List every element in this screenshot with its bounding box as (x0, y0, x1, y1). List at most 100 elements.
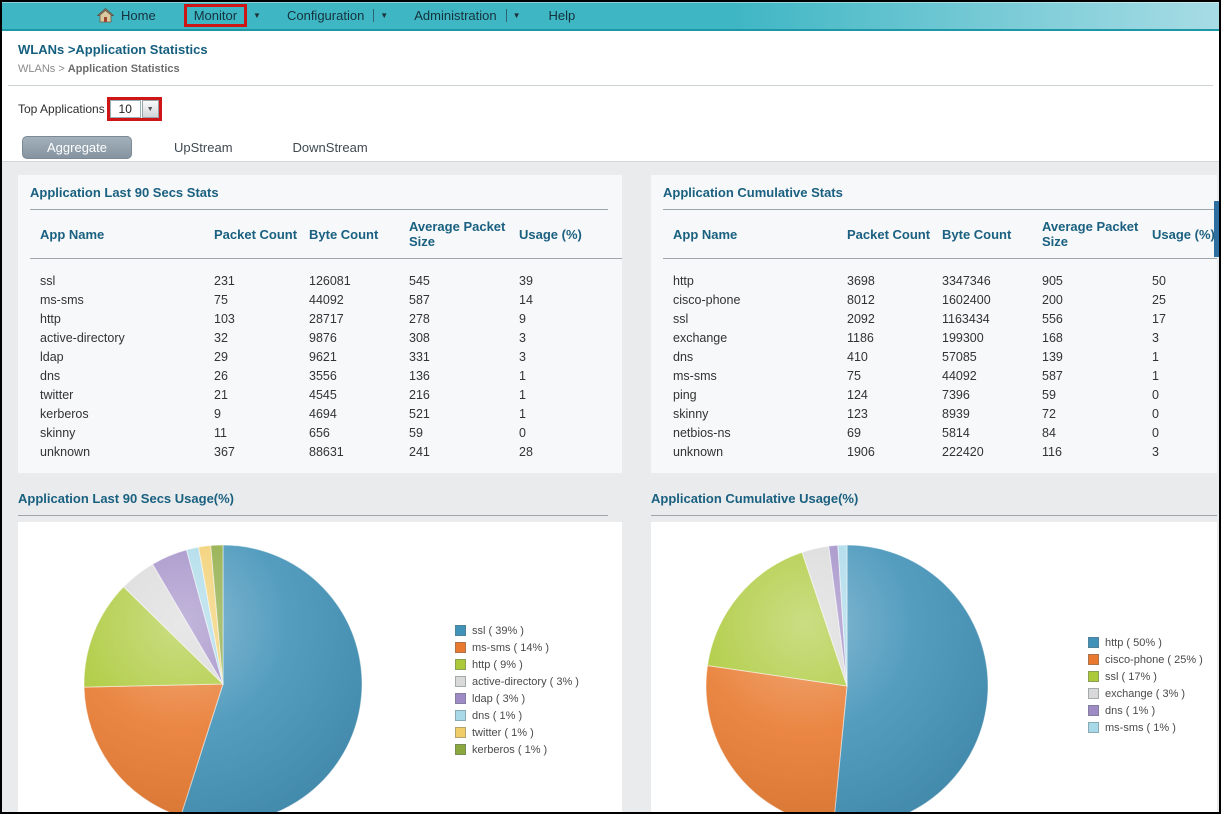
table-cell: 88631 (309, 444, 344, 459)
main-content: Application Last 90 Secs Stats App Name P… (2, 162, 1219, 812)
dropdown-arrow-button[interactable]: ▼ (141, 100, 159, 118)
table-cell: 44092 (942, 368, 977, 383)
table-row: ms-sms 75 44092 587 1 (663, 366, 1217, 385)
chevron-down-icon[interactable]: ▼ (253, 11, 261, 20)
table-cell: 25 (1152, 292, 1166, 307)
legend-label: ssl ( 17% ) (1105, 670, 1157, 683)
top-applications-annotation-box: 10 ▼ (106, 97, 162, 121)
table-row: twitter 21 4545 216 1 (30, 385, 622, 404)
table-cell: ssl (40, 273, 56, 288)
table-row: netbios-ns 69 5814 84 0 (663, 423, 1217, 442)
table-cell: 57085 (942, 349, 977, 364)
legend-item: http ( 9% ) (455, 656, 579, 673)
table-cell: 0 (519, 425, 526, 440)
legend-item: dns ( 1% ) (455, 707, 579, 724)
table-cell: 72 (1042, 406, 1056, 421)
table-cell: unknown (673, 444, 724, 459)
breadcrumb-prefix: WLANs > (18, 63, 65, 75)
table-cell: kerberos (40, 406, 89, 421)
column-header: Byte Count (309, 226, 379, 242)
table-cell: 21 (214, 387, 228, 402)
legend-swatch-icon (455, 710, 466, 721)
nav-item-help[interactable]: Help (549, 8, 576, 23)
legend-swatch-icon (1088, 722, 1099, 733)
table-cell: 59 (1042, 387, 1056, 402)
table-cell: dns (673, 349, 694, 364)
table-cell: 0 (1152, 406, 1159, 421)
table-cell: 521 (409, 406, 430, 421)
table-cell: 11 (214, 425, 227, 440)
table-cell: 29 (214, 349, 228, 364)
nav-label-help: Help (548, 8, 576, 23)
table-cell: 136 (409, 368, 430, 383)
table-cell: 103 (214, 311, 235, 326)
table-cell: 0 (1152, 387, 1159, 402)
table-cell: 231 (214, 273, 235, 288)
table-cell: ping (673, 387, 697, 402)
last-90-secs-usage-pie-chart (18, 522, 622, 812)
table-cell: 28 (519, 444, 533, 459)
table-cell: twitter (40, 387, 74, 402)
table-cell: 1 (1152, 368, 1159, 383)
header-divider (8, 85, 1213, 86)
table-cell: 32 (214, 330, 228, 345)
table-cell: 123 (847, 406, 868, 421)
home-icon (96, 8, 115, 23)
table-cell: 4694 (309, 406, 337, 421)
legend-swatch-icon (1088, 671, 1099, 682)
chevron-down-icon[interactable]: ▼ (380, 11, 389, 20)
cumulative-usage-pie-chart (651, 522, 1217, 812)
table-cell: 75 (214, 292, 228, 307)
tab-upstream[interactable]: UpStream (174, 140, 233, 155)
chevron-down-icon[interactable]: ▼ (512, 11, 521, 20)
top-applications-dropdown[interactable]: 10 (109, 100, 141, 118)
legend-label: ms-sms ( 1% ) (1105, 721, 1176, 734)
nav-item-home[interactable]: Home (96, 8, 156, 23)
tab-aggregate[interactable]: Aggregate (22, 136, 132, 159)
column-header: Average Packet Size (1042, 219, 1139, 249)
table-cell: 9876 (309, 330, 337, 345)
breadcrumb: WLANs > Application Statistics (18, 63, 1219, 75)
legend-item: dns ( 1% ) (1088, 702, 1203, 719)
legend-swatch-icon (455, 659, 466, 670)
table-cell: dns (40, 368, 61, 383)
legend-item: twitter ( 1% ) (455, 724, 579, 741)
table-row: ping 124 7396 59 0 (663, 385, 1217, 404)
legend-swatch-icon (455, 727, 466, 738)
table-cell: 126081 (309, 273, 351, 288)
table-cell: 69 (847, 425, 861, 440)
table-cell: 7396 (942, 387, 970, 402)
table-cell: skinny (673, 406, 709, 421)
legend-swatch-icon (1088, 637, 1099, 648)
chart-underline (18, 515, 608, 516)
table-cell: exchange (673, 330, 728, 345)
nav-item-configuration[interactable]: Configuration ▼ (287, 8, 388, 23)
table-cell: 44092 (309, 292, 344, 307)
legend-label: kerberos ( 1% ) (472, 743, 548, 756)
table-cell: 3698 (847, 273, 875, 288)
cumulative-stats-table: App Name Packet Count Byte Count Average Pa… (663, 210, 1217, 461)
last-90-secs-stats-panel: Application Last 90 Secs Stats App Name P… (18, 175, 622, 473)
table-cell: 1186 (847, 330, 874, 345)
table-cell: 3347346 (942, 273, 991, 288)
table-cell: 556 (1042, 311, 1063, 326)
cumulative-column: Application Cumulative Stats App Name Pac… (651, 175, 1217, 812)
nav-separator (373, 9, 375, 22)
table-cell: active-directory (40, 330, 125, 345)
nav-item-administration[interactable]: Administration ▼ (414, 8, 520, 23)
table-row: http 103 28717 278 9 (30, 309, 622, 328)
legend-item: exchange ( 3% ) (1088, 685, 1203, 702)
right-edge-scrollbar-fragment[interactable] (1214, 201, 1219, 257)
nav-item-monitor[interactable]: Monitor ▼ (183, 4, 261, 27)
table-row: unknown 367 88631 241 28 (30, 442, 622, 461)
tab-downstream[interactable]: DownStream (292, 140, 368, 155)
table-cell: 222420 (942, 444, 984, 459)
column-header: App Name (40, 226, 105, 242)
table-row: unknown 1906 222420 116 3 (663, 442, 1217, 461)
table-cell: 17 (1152, 311, 1166, 326)
last-90-secs-usage-chart-panel: ssl ( 39% ) ms-sms ( 14% ) http ( 9% ) acti… (18, 522, 622, 812)
table-cell: 216 (409, 387, 430, 402)
legend-label: exchange ( 3% ) (1105, 687, 1186, 700)
legend-item: ssl ( 39% ) (455, 622, 579, 639)
legend-label: dns ( 1% ) (1105, 704, 1156, 717)
